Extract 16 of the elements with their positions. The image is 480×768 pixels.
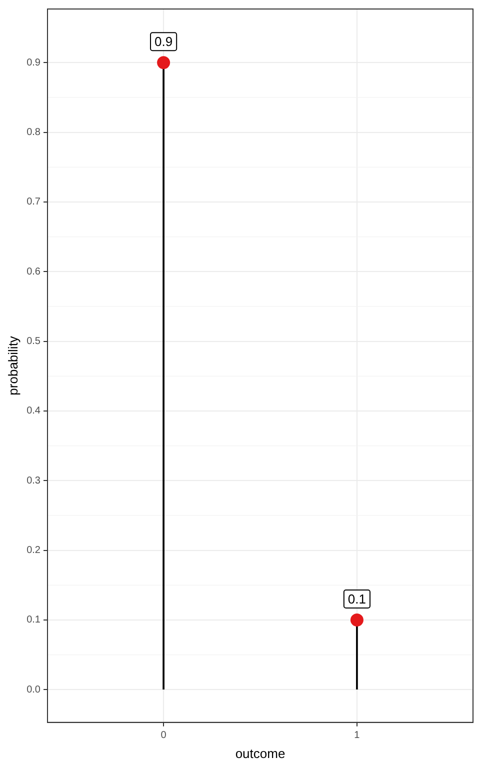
x-tick-label: 0 xyxy=(160,730,167,742)
y-tick-label: 0.8 xyxy=(26,127,41,138)
y-tick-label: 0.0 xyxy=(26,684,41,696)
y-axis-title: probability xyxy=(5,336,20,396)
y-tick-label: 0.5 xyxy=(26,336,41,348)
y-tick-label: 0.4 xyxy=(26,406,41,417)
y-tick-label: 0.1 xyxy=(26,614,41,626)
y-tick-label: 0.2 xyxy=(26,545,41,556)
x-tick-label: 1 xyxy=(354,730,360,742)
y-tick-label: 0.3 xyxy=(26,475,41,486)
y-tick-label: 0.7 xyxy=(26,196,41,208)
data-label: 0.1 xyxy=(348,592,366,607)
x-axis-title: outcome xyxy=(235,746,286,761)
y-tick-label: 0.6 xyxy=(26,266,41,278)
data-label: 0.9 xyxy=(154,34,173,50)
y-tick-label: 0.9 xyxy=(26,57,41,68)
